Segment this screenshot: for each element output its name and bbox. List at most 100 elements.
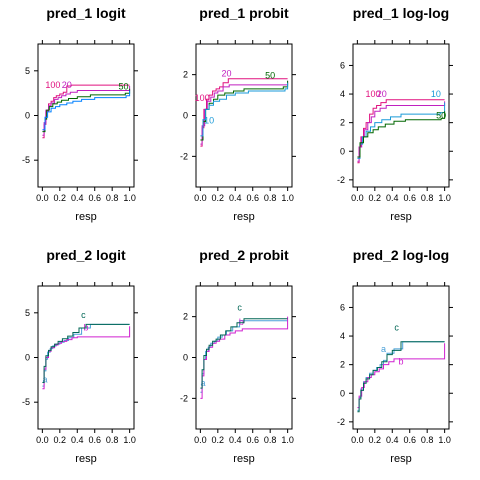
x-axis-label: resp	[233, 453, 254, 465]
plot-frame	[37, 43, 135, 188]
x-tick-label: 0.4	[71, 435, 84, 445]
chart-title: pred_1 logit	[46, 5, 126, 21]
x-tick-label: 0.4	[71, 193, 84, 203]
series-line-3	[200, 318, 288, 389]
y-tick-label: 4	[340, 89, 345, 99]
y-tick-label: 5	[25, 66, 30, 76]
series-label: b	[398, 357, 403, 367]
x-tick-label: 0.6	[88, 435, 101, 445]
x-tick-label: 0.0	[36, 193, 49, 203]
series-line-2	[200, 80, 289, 145]
x-tick-label: 0.4	[386, 193, 399, 203]
chart-title: pred_2 logit	[46, 247, 126, 263]
series-label: 10	[204, 116, 214, 126]
y-tick-label: -2	[337, 417, 345, 427]
series-line-4	[42, 90, 131, 131]
x-tick-label: 0.2	[54, 435, 67, 445]
series-line-1	[42, 84, 130, 139]
x-tick-label: 0.0	[351, 193, 364, 203]
chart-panel-2: pred_1 probit 0.0 0.2 0.4 0.6 0.8 1.0 -2 0 2 resp 1…	[180, 5, 296, 223]
x-tick-label: 0.0	[194, 435, 207, 445]
x-axis-label: resp	[233, 211, 254, 223]
x-tick-label: 0.0	[36, 435, 49, 445]
chart-panel-6: pred_2 log-log 0.0 0.2 0.4 0.6 0.8 1.0 -2 0 2 4 6 re…	[337, 247, 453, 465]
y-tick-label: 2	[340, 118, 345, 128]
chart-panel-1: pred_1 logit 0.0 0.2 0.4 0.6 0.8 1.0 -5 0 5 resp 10…	[22, 5, 138, 223]
series-label: 50	[119, 82, 129, 92]
series-label: c	[394, 322, 399, 332]
series-line-3	[42, 323, 130, 383]
series-label: c	[237, 303, 242, 313]
x-tick-label: 0.2	[212, 435, 225, 445]
series-label: 20	[222, 69, 232, 79]
x-tick-label: 1.0	[281, 193, 294, 203]
y-tick-label: 5	[25, 308, 30, 318]
x-tick-label: 0.6	[88, 193, 101, 203]
series-line-2	[200, 316, 289, 399]
y-tick-label: 0	[183, 111, 188, 121]
x-tick-label: 0.2	[212, 193, 225, 203]
series-line-4	[357, 111, 446, 158]
series-label: a	[200, 378, 205, 388]
y-tick-label: -2	[180, 151, 188, 161]
x-tick-label: 0.0	[194, 193, 207, 203]
series-label: 20	[62, 80, 72, 90]
series-label: 10	[431, 89, 441, 99]
x-tick-label: 0.4	[229, 193, 242, 203]
y-tick-label: 0	[340, 388, 345, 398]
series-line-1	[357, 341, 445, 411]
x-tick-label: 0.2	[369, 193, 382, 203]
series-line-2	[357, 343, 446, 409]
y-tick-label: -2	[337, 175, 345, 185]
series-label: 50	[436, 110, 446, 120]
x-tick-label: 0.0	[351, 435, 364, 445]
x-tick-label: 0.4	[229, 435, 242, 445]
plot-frame	[195, 285, 293, 430]
x-tick-label: 0.8	[421, 193, 434, 203]
series-line-2	[357, 101, 446, 162]
y-tick-label: 6	[340, 302, 345, 312]
series-line-3	[200, 80, 289, 141]
x-axis-label: resp	[390, 211, 411, 223]
series-label: c	[81, 310, 86, 320]
y-tick-label: 0	[25, 111, 30, 121]
series-label: 50	[265, 71, 275, 81]
y-tick-label: 0	[340, 146, 345, 156]
series-line-2	[42, 326, 131, 390]
x-tick-label: 0.6	[246, 193, 259, 203]
y-tick-label: 4	[340, 331, 345, 341]
y-tick-label: 6	[340, 60, 345, 70]
x-tick-label: 1.0	[123, 435, 136, 445]
x-tick-label: 1.0	[123, 193, 136, 203]
series-label: 100	[366, 89, 381, 99]
chart-panel-5: pred_2 probit 0.0 0.2 0.4 0.6 0.8 1.0 -2 0 2 resp a…	[180, 247, 296, 465]
y-tick-label: 0	[183, 353, 188, 363]
chart-panel-3: pred_1 log-log 0.0 0.2 0.4 0.6 0.8 1.0 -2 0 2 4 6 re…	[337, 5, 453, 223]
y-tick-label: 2	[340, 360, 345, 370]
series-label: b	[239, 317, 244, 327]
series-line-2	[42, 86, 131, 136]
y-tick-label: 2	[183, 312, 188, 322]
chart-title: pred_1 probit	[199, 5, 289, 21]
x-axis-label: resp	[390, 453, 411, 465]
y-tick-label: 0	[25, 353, 30, 363]
plot-frame	[352, 43, 450, 188]
series-line-3	[357, 102, 446, 159]
x-tick-label: 1.0	[438, 435, 451, 445]
plot-frame	[352, 285, 450, 430]
x-axis-label: resp	[75, 453, 96, 465]
x-tick-label: 1.0	[281, 435, 294, 445]
x-tick-label: 0.8	[421, 435, 434, 445]
x-tick-label: 1.0	[438, 193, 451, 203]
series-label: 100	[45, 80, 60, 90]
series-line-3	[42, 88, 131, 133]
x-tick-label: 0.8	[106, 435, 119, 445]
series-label: 20	[377, 89, 387, 99]
x-tick-label: 0.8	[264, 193, 277, 203]
x-tick-label: 0.6	[403, 435, 416, 445]
y-tick-label: -2	[180, 393, 188, 403]
chart-title: pred_2 probit	[199, 247, 289, 263]
series-line-4	[200, 82, 289, 137]
